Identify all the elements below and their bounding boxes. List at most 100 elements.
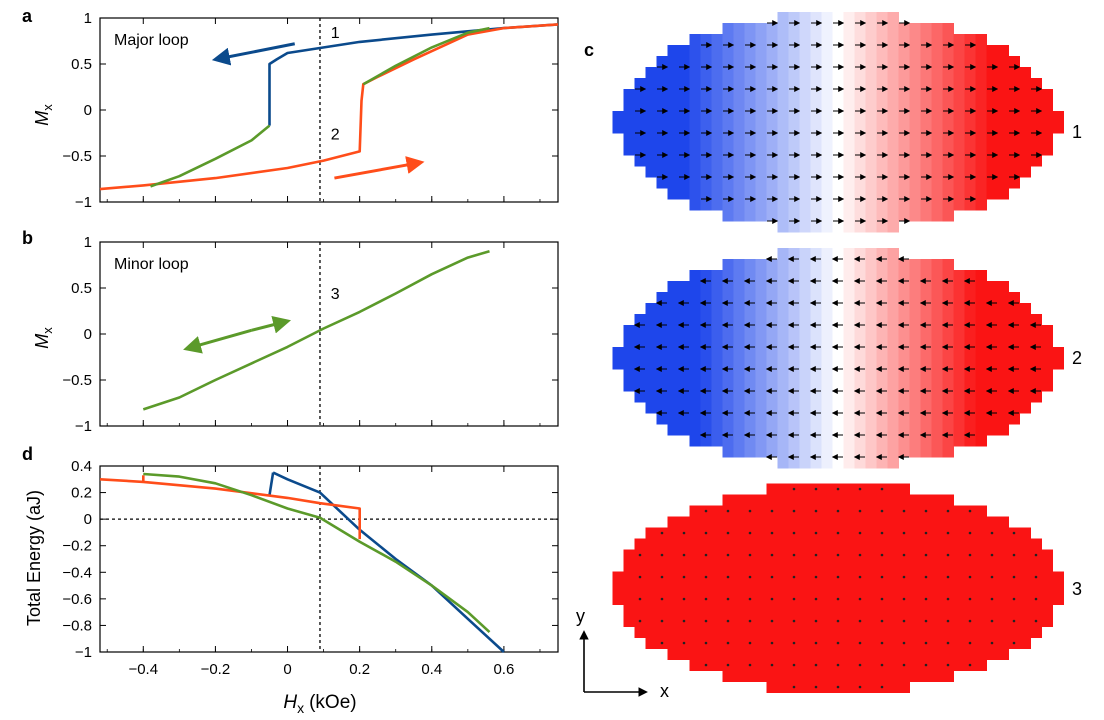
magnetization-cell xyxy=(887,23,899,35)
magnetization-cell xyxy=(744,604,756,616)
magnetization-cell xyxy=(920,626,932,638)
magnetization-cell xyxy=(920,604,932,616)
magnetization-cell xyxy=(722,67,734,79)
magnetization-cell xyxy=(821,45,833,57)
magnetization-cell xyxy=(821,281,833,293)
magnetization-cell xyxy=(667,593,679,605)
magnetization-cell xyxy=(711,155,723,167)
magnetization-cell xyxy=(832,516,844,528)
magnetization-cell xyxy=(843,78,855,90)
magnetization-cell xyxy=(920,122,932,134)
magnetization-cell xyxy=(909,292,921,304)
magnetization-cell xyxy=(997,593,1009,605)
magnetization-cell xyxy=(733,571,745,583)
magnetization-cell xyxy=(777,560,789,572)
magnetization-cell xyxy=(854,210,866,222)
series-ascending xyxy=(99,23,559,191)
magnetization-cell xyxy=(975,314,987,326)
magnetization-cell xyxy=(799,347,811,359)
magnetization-cell xyxy=(942,402,954,414)
magnetization-cell xyxy=(700,177,712,189)
spin-dot xyxy=(946,553,950,557)
magnetization-cell xyxy=(689,593,701,605)
magnetization-cell xyxy=(953,100,965,112)
magnetization-cell xyxy=(865,56,877,68)
magnetization-cell xyxy=(667,133,679,145)
magnetization-cell xyxy=(810,100,822,112)
series-minor xyxy=(150,124,271,188)
magnetization-cell xyxy=(755,413,767,425)
magnetization-cell xyxy=(656,391,668,403)
magnetization-cell xyxy=(689,177,701,189)
magnetization-cell xyxy=(656,133,668,145)
magnetization-cell xyxy=(667,516,679,528)
magnetization-cell xyxy=(898,210,910,222)
magnetization-cell xyxy=(821,380,833,392)
magnetization-cell xyxy=(722,648,734,660)
magnetization-cell xyxy=(986,336,998,348)
magnetization-cell xyxy=(1019,604,1031,616)
magnetization-cell xyxy=(700,336,712,348)
magnetization-cell xyxy=(854,648,866,660)
magnetization-cell xyxy=(887,199,899,211)
magnetization-cell xyxy=(898,23,910,35)
spin-dot xyxy=(682,531,686,535)
magnetization-cell xyxy=(722,210,734,222)
magnetization-cell xyxy=(843,347,855,359)
magnetization-cell xyxy=(986,303,998,315)
magnetization-cell xyxy=(744,111,756,123)
magnetization-cell xyxy=(799,292,811,304)
magnetization-cell xyxy=(942,270,954,282)
magnetization-cell xyxy=(733,527,745,539)
magnetization-cell xyxy=(997,325,1009,337)
spin-dot xyxy=(902,509,906,513)
magnetization-cell xyxy=(667,582,679,594)
magnetization-cell xyxy=(876,648,888,660)
magnetization-cell xyxy=(821,248,833,260)
magnetization-cell xyxy=(810,23,822,35)
magnetization-cell xyxy=(799,413,811,425)
magnetization-cell xyxy=(832,347,844,359)
magnetization-cell xyxy=(931,100,943,112)
magnetization-cell xyxy=(788,380,800,392)
magnetization-cell xyxy=(931,582,943,594)
magnetization-cell xyxy=(612,111,624,123)
magnetization-cell xyxy=(942,78,954,90)
magnetization-cell xyxy=(953,281,965,293)
magnetization-cell xyxy=(887,391,899,403)
magnetization-cell xyxy=(876,358,888,370)
spin-dot xyxy=(990,531,994,535)
magnetization-cell xyxy=(854,347,866,359)
magnetization-cell xyxy=(733,292,745,304)
spin-dot xyxy=(682,597,686,601)
magnetization-cell xyxy=(722,89,734,101)
magnetization-cell xyxy=(843,188,855,200)
magnetization-cell xyxy=(733,670,745,682)
magnetization-cell xyxy=(975,56,987,68)
magnetization-cell xyxy=(821,303,833,315)
magnetization-cell xyxy=(645,593,657,605)
magnetization-cell xyxy=(1008,155,1020,167)
magnetization-cell xyxy=(964,369,976,381)
spin-dot xyxy=(638,619,642,623)
magnetization-cell xyxy=(876,626,888,638)
magnetization-cell xyxy=(843,133,855,145)
magnetization-cell xyxy=(942,89,954,101)
magnetization-cell xyxy=(799,560,811,572)
magnetization-cell xyxy=(744,516,756,528)
magnetization-cell xyxy=(1019,615,1031,627)
magnetization-cell xyxy=(942,67,954,79)
magnetization-cell xyxy=(744,78,756,90)
magnetization-cell xyxy=(777,637,789,649)
magnetization-cell xyxy=(733,188,745,200)
magnetization-cell xyxy=(843,111,855,123)
magnetization-cell xyxy=(975,78,987,90)
magnetization-cell xyxy=(722,582,734,594)
magnetization-cell xyxy=(788,34,800,46)
magnetization-cell xyxy=(645,560,657,572)
magnetization-cell xyxy=(898,325,910,337)
magnetization-cell xyxy=(656,560,668,572)
magnetization-cell xyxy=(788,221,800,233)
magnetization-cell xyxy=(722,424,734,436)
